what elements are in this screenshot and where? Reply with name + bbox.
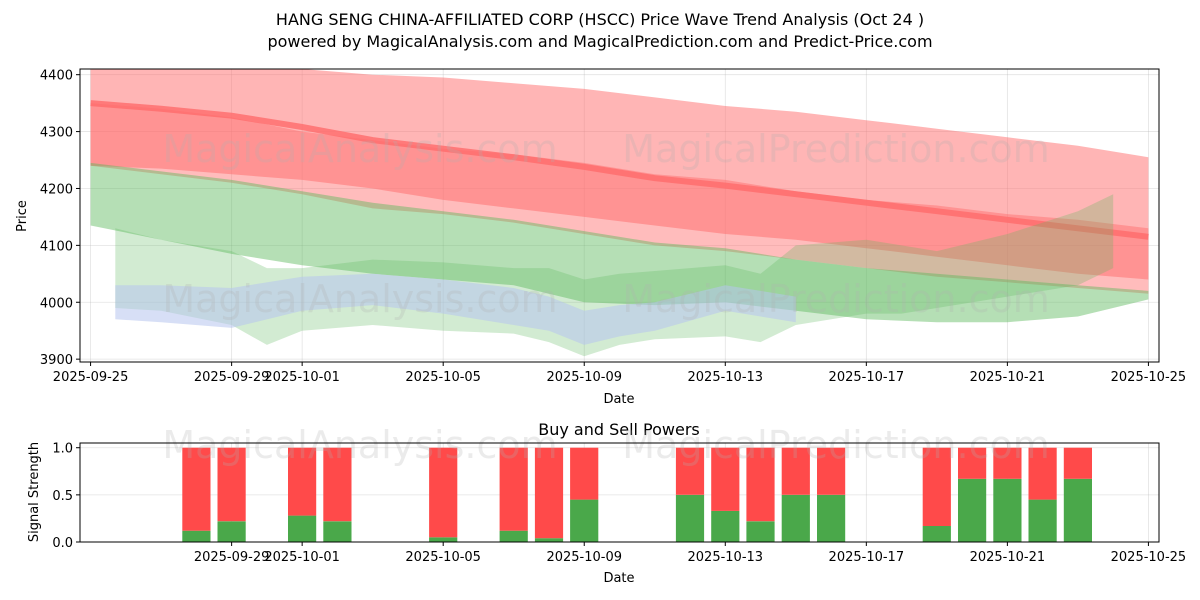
sell-bar [570,447,599,500]
watermark-top-right: MagicalPrediction.com [622,127,1050,171]
price-chart-frame [79,68,1160,363]
buy-bar [922,526,951,542]
sell-bar [711,447,740,511]
sell-bar [781,447,810,495]
sell-bar [1063,447,1092,479]
sell-bar [217,447,246,522]
price-x-axis-label: Date [603,392,634,407]
signal-y-tick-label: 1.0 [52,442,73,457]
signal-x-tick-label: 2025-10-01 [264,550,340,565]
buy-bar [323,521,352,542]
price-y-tick-label: 3900 [40,353,73,368]
sell-bar [288,447,317,516]
price-x-tick-label: 2025-09-25 [53,370,129,385]
watermark-bottom-left: MagicalAnalysis.com [162,423,557,467]
watermark-mid-left: MagicalAnalysis.com [162,277,557,321]
price-x-tick-label: 2025-10-01 [264,370,340,385]
signal-chart-title: Buy and Sell Powers [538,420,700,439]
signal-y-tick-label: 0.0 [52,536,73,551]
buy-bar [570,499,599,542]
sell-bar [746,447,775,522]
buy-bar [711,510,740,542]
price-x-tick-label: 2025-10-25 [1111,370,1187,385]
signal-y-tick-label: 0.5 [52,489,73,504]
price-band-blue-wave-band [115,273,796,345]
price-y-tick-label: 4300 [40,126,73,141]
figure-subtitle: powered by MagicalAnalysis.com and Magic… [267,32,933,51]
buy-bar [1028,499,1057,542]
sell-bar [323,447,352,522]
signal-x-tick-label: 2025-10-09 [546,550,622,565]
watermark-mid-right: MagicalPrediction.com [622,277,1050,321]
signal-x-tick-label: 2025-09-29 [194,550,270,565]
price-wave-bands [90,69,1149,357]
sell-bar [922,447,951,526]
buy-bar [746,521,775,542]
sell-bar [817,447,846,495]
sell-bar [958,447,987,479]
price-band-red-lower-band [90,103,1149,294]
buy-bar [217,521,246,542]
buy-bar [817,494,846,542]
sell-bar [1028,447,1057,500]
signal-x-tick-label: 2025-10-25 [1111,550,1187,565]
buy-bar [993,478,1022,542]
price-x-tick-label: 2025-10-05 [405,370,481,385]
signal-chart-frame [79,442,1160,543]
price-x-tick-label: 2025-10-13 [688,370,764,385]
price-x-tick-label: 2025-10-21 [970,370,1046,385]
price-x-tick-label: 2025-10-09 [546,370,622,385]
signal-x-tick-label: 2025-10-21 [970,550,1046,565]
price-y-axis-label: Price [15,200,30,232]
buy-bar [288,515,317,542]
buy-bar [534,538,564,542]
buy-bar [429,537,458,542]
figure-title: HANG SENG CHINA-AFFILIATED CORP (HSCC) P… [275,10,925,29]
buy-bar [958,478,987,542]
price-line-red-center-line [90,100,1149,240]
sell-bar [675,447,705,495]
sell-bar [429,447,458,538]
price-y-tick-label: 4200 [40,182,73,197]
price-band-green-main-band [90,162,1149,323]
signal-x-tick-label: 2025-10-05 [405,550,481,565]
buy-bar [182,530,211,542]
buy-bar [499,530,528,542]
sell-bar [499,447,528,531]
signal-bars [182,447,1092,542]
sell-bar [993,447,1022,479]
signal-x-axis-label: Date [603,571,634,586]
signal-x-tick-label: 2025-10-17 [829,550,905,565]
price-band-green-wave-bands [115,194,1114,357]
watermark-top-left: MagicalAnalysis.com [162,127,557,171]
price-x-tick-label: 2025-09-29 [194,370,270,385]
buy-bar [1063,478,1092,542]
price-y-tick-label: 4100 [40,239,73,254]
signal-x-tick-label: 2025-10-13 [688,550,764,565]
sell-bar [182,447,211,531]
price-y-tick-label: 4000 [40,296,73,311]
signal-y-axis-label: Signal Strength [27,442,42,542]
buy-bar [781,494,810,542]
price-y-tick-label: 4400 [40,69,73,84]
buy-bar [675,494,705,542]
sell-bar [534,447,564,539]
price-x-tick-label: 2025-10-17 [829,370,905,385]
watermark-bottom-right: MagicalPrediction.com [622,423,1050,467]
